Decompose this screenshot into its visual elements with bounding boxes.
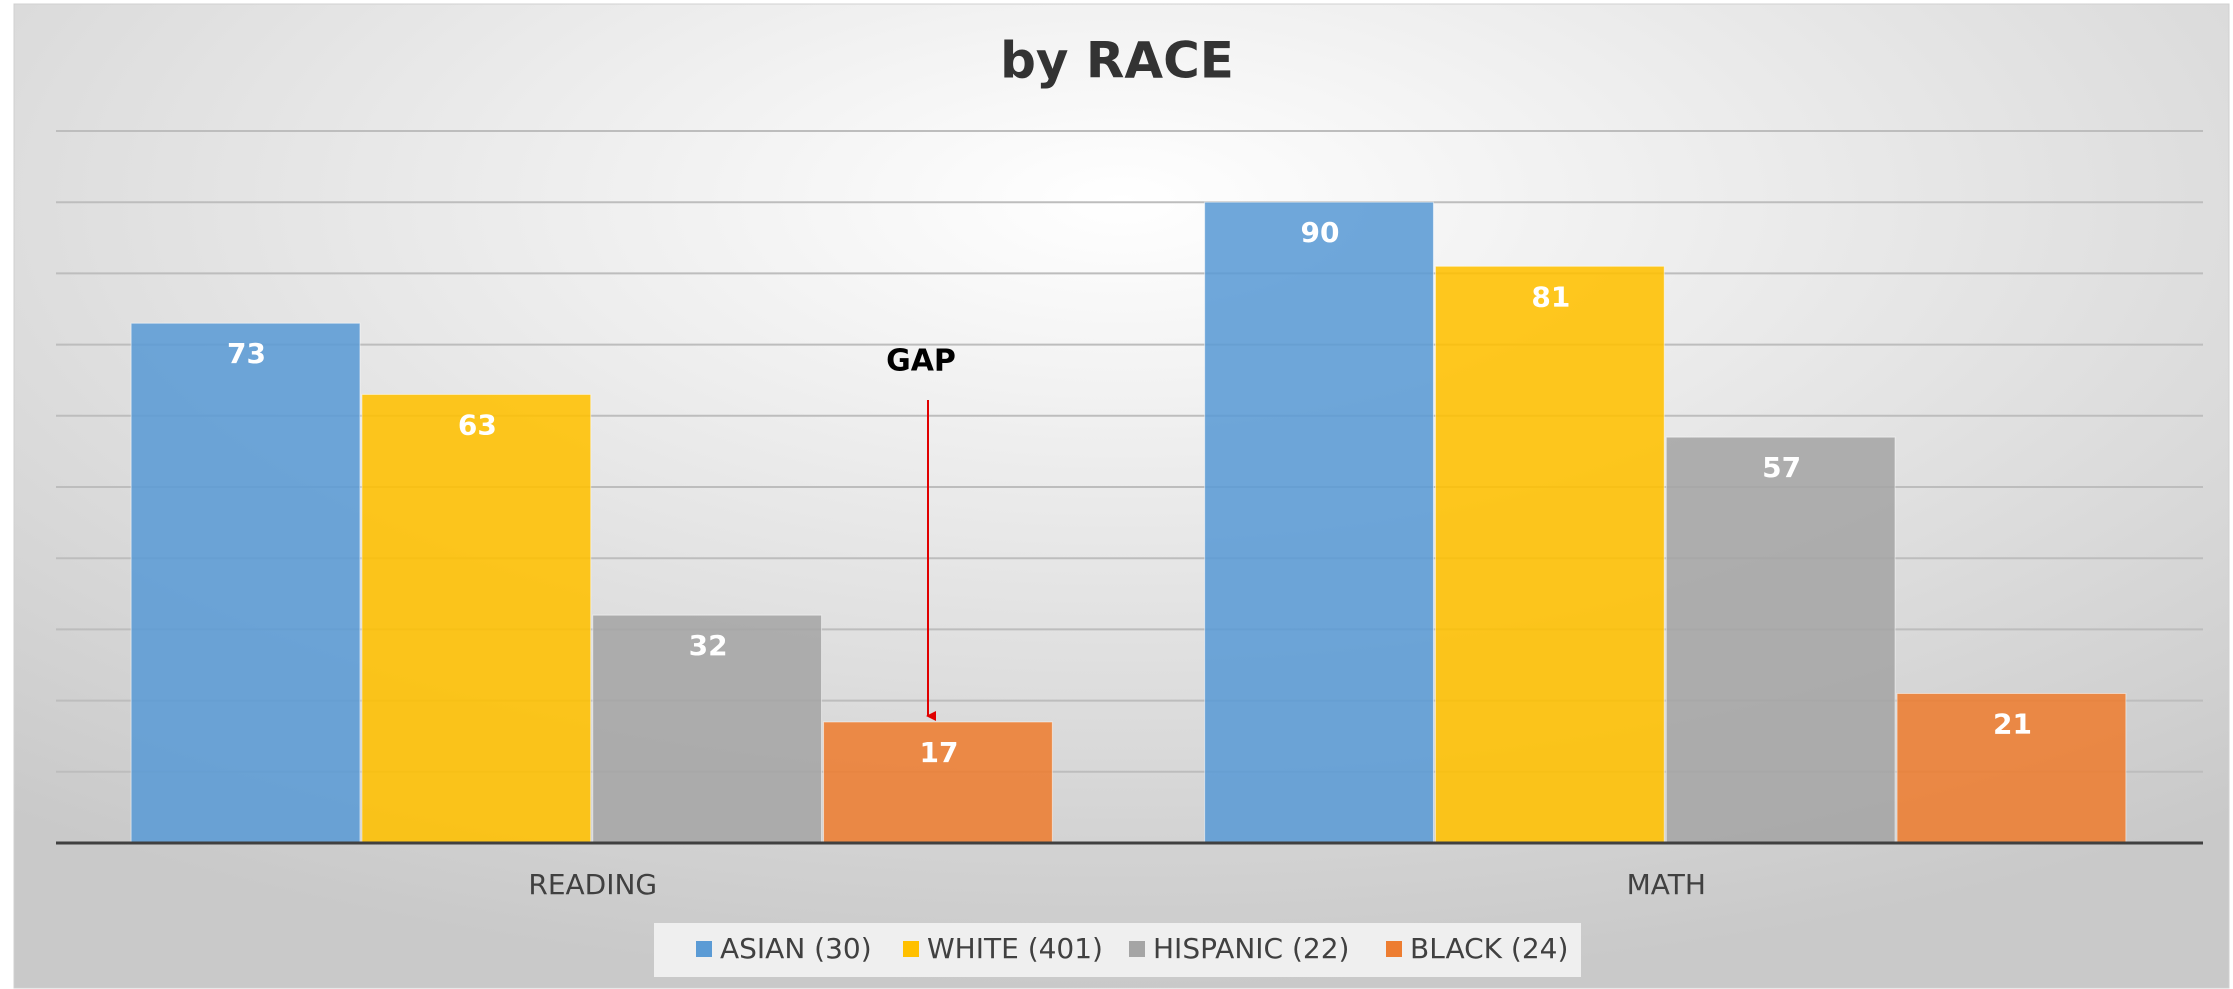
legend-label: WHITE (401)	[927, 932, 1103, 965]
bar	[1896, 692, 2127, 844]
data-label: 21	[1993, 707, 2032, 740]
x-tick-label: READING	[528, 868, 657, 901]
data-label: 73	[227, 337, 266, 370]
data-label: 32	[689, 629, 728, 662]
annotation: GAP	[886, 344, 956, 379]
bar	[130, 322, 361, 844]
legend-swatch	[1129, 941, 1145, 957]
legend-label: ASIAN (30)	[720, 932, 872, 965]
legend-label: HISPANIC (22)	[1153, 932, 1349, 965]
legend-label: BLACK (24)	[1410, 932, 1568, 965]
data-label: 90	[1301, 216, 1340, 249]
bar	[1434, 265, 1665, 844]
data-label: 17	[919, 736, 958, 769]
bar	[823, 721, 1053, 844]
bar	[1665, 436, 1896, 844]
data-label: 81	[1531, 280, 1570, 313]
bar	[1204, 201, 1434, 844]
legend-swatch	[903, 941, 919, 957]
chart-title: by RACE	[1000, 32, 1234, 90]
legend-swatch	[1386, 941, 1402, 957]
bar	[592, 614, 823, 844]
x-tick-label: MATH	[1627, 868, 1706, 901]
legend-swatch	[696, 941, 712, 957]
legend-box	[654, 923, 1581, 977]
data-label: 57	[1762, 451, 1801, 484]
data-label: 63	[458, 408, 497, 441]
bar	[361, 393, 592, 844]
